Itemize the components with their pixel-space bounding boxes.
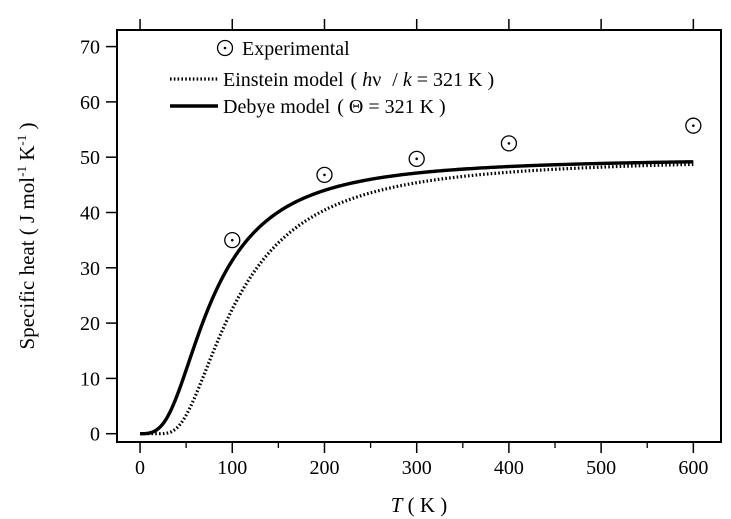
legend-debye-value: = 321 K <box>368 96 434 118</box>
y-axis-label-end: ) <box>15 123 39 135</box>
x-axis-label: T ( K ) <box>391 493 448 517</box>
legend-debye-theta: Θ <box>349 96 363 118</box>
debye-model-line <box>140 160 694 436</box>
experimental-point <box>224 231 241 249</box>
experimental-point <box>500 135 518 152</box>
y-axis-label: Specific heat ( J mol-1 K-1 ) <box>14 123 39 350</box>
y-tick-label: 70 <box>80 37 100 59</box>
model-curves <box>140 160 694 436</box>
x-tick-label: 100 <box>217 457 247 479</box>
experimental-point-center <box>507 142 511 145</box>
x-axis-label-unit: ( K ) <box>402 493 447 517</box>
y-tick-label: 60 <box>80 92 100 114</box>
legend-experimental-marker-dot <box>223 46 227 50</box>
x-tick-label: 200 <box>309 457 339 479</box>
y-axis-label-main: Specific heat ( J mol <box>15 177 39 350</box>
y-axis-label-sup2: -1 <box>14 135 29 146</box>
x-tick-label: 500 <box>586 457 616 479</box>
experimental-point-center <box>230 238 234 242</box>
legend-einstein-slash: / <box>392 69 398 91</box>
legend-einstein-open: ( <box>351 69 358 91</box>
experimental-point-center <box>692 124 695 127</box>
plot-frame <box>116 29 722 443</box>
y-axis-label-sup1: -1 <box>14 166 29 177</box>
experimental-point-center <box>415 157 418 161</box>
x-tick-label: 600 <box>678 457 708 479</box>
y-axis-ticks: 0 10 20 30 40 50 60 70 <box>80 37 117 446</box>
experimental-point <box>408 150 425 168</box>
legend-debye-close: ) <box>439 96 446 118</box>
x-tick-label: 400 <box>494 457 524 479</box>
y-axis-label-mid: K <box>15 146 39 166</box>
legend: Experimental Einstein model(hν / k = 321 K)… <box>170 38 494 118</box>
legend-debye-prefix: Debye model <box>223 96 331 118</box>
legend-einstein-value: = 321 K <box>417 69 483 91</box>
x-axis-ticks: 0 100 200 300 400 500 600 <box>135 442 708 479</box>
experimental-point <box>685 117 702 134</box>
legend-debye-label: Debye model (Θ = 321 K) <box>223 96 446 118</box>
legend-einstein-k: k <box>403 69 413 91</box>
legend-experimental-label: Experimental <box>242 38 350 60</box>
y-tick-label: 40 <box>80 202 100 224</box>
y-tick-label: 20 <box>80 313 100 335</box>
top-axis-ticks <box>139 19 695 30</box>
y-tick-label: 50 <box>80 147 100 169</box>
experimental-point <box>316 166 333 184</box>
legend-einstein-prefix: Einstein model <box>223 69 344 91</box>
legend-einstein-label: Einstein model (hν / k = 321 K) <box>223 69 494 91</box>
legend-einstein-h: h <box>362 69 372 91</box>
legend-debye-open: ( <box>337 96 344 118</box>
legend-einstein-close: ) <box>487 69 494 91</box>
legend-einstein-nu: ν <box>372 69 381 91</box>
x-axis-label-symbol: T <box>391 493 404 517</box>
y-tick-label: 0 <box>90 424 100 446</box>
experimental-points <box>224 117 702 249</box>
einstein-model-line <box>140 162 694 436</box>
x-tick-label: 300 <box>402 457 432 479</box>
x-tick-label: 0 <box>135 457 145 479</box>
experimental-point-center <box>323 173 326 177</box>
y-tick-label: 30 <box>80 258 100 280</box>
legend-experimental-marker <box>216 39 234 57</box>
y-tick-label: 10 <box>80 368 100 390</box>
